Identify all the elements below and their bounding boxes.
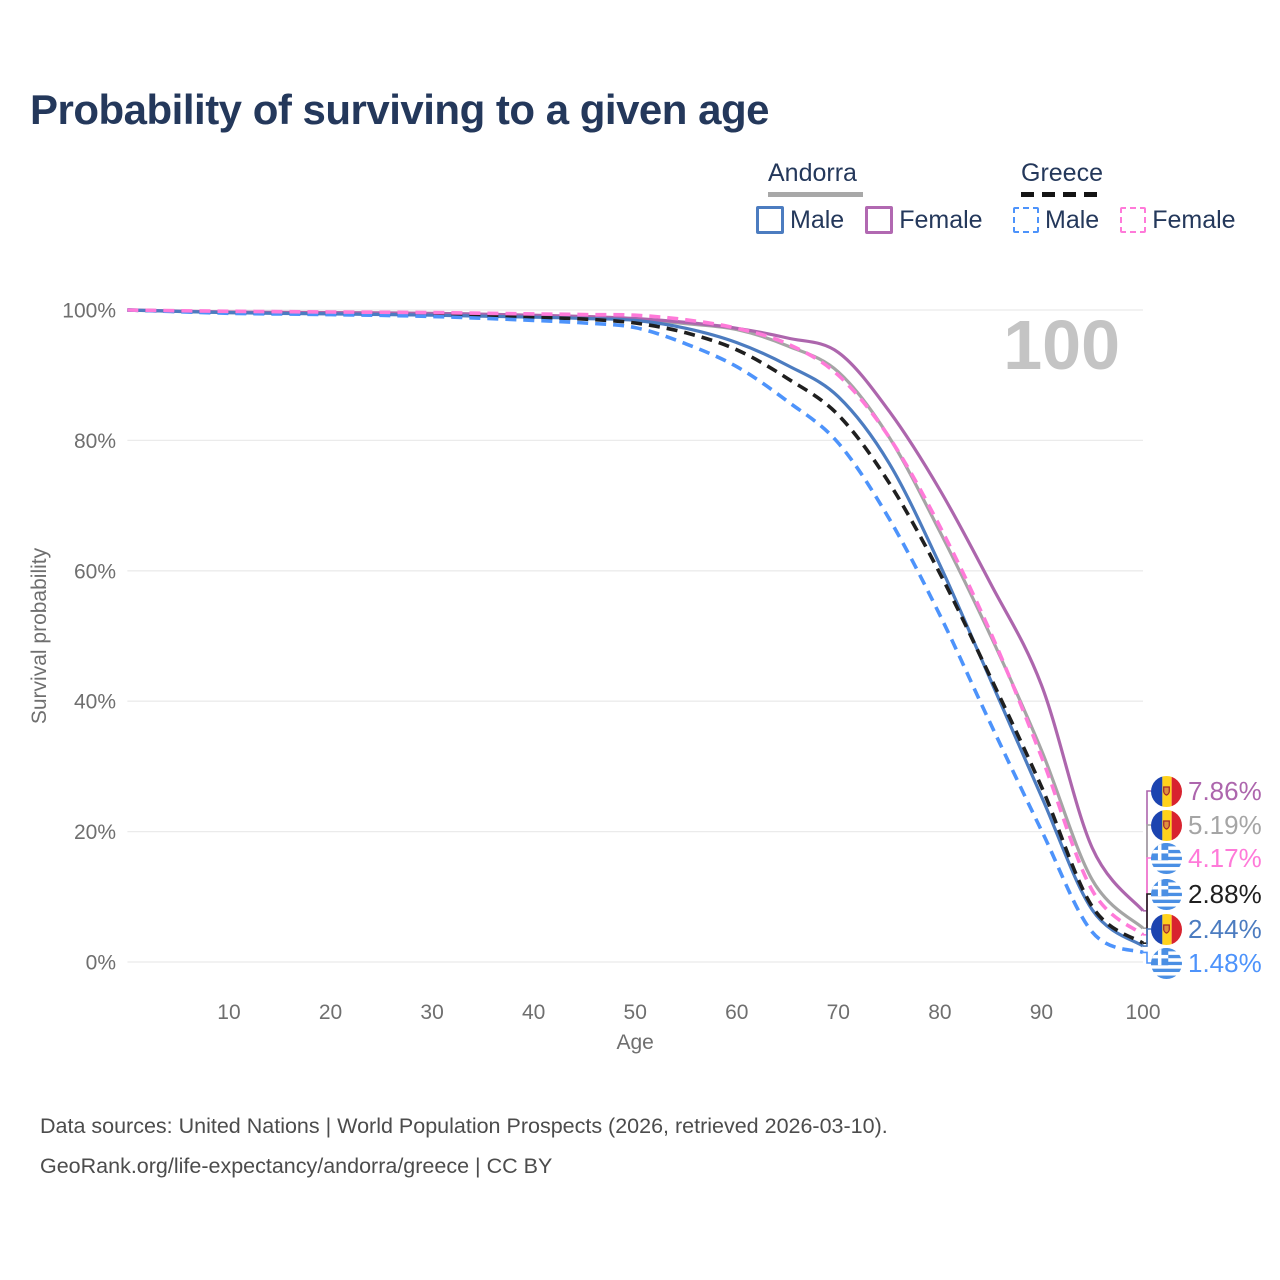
footer: Data sources: United Nations | World Pop…	[40, 1106, 888, 1187]
legend-item-label: Male	[790, 205, 845, 234]
end-label-value: 4.17%	[1188, 842, 1262, 873]
end-label-value: 7.86%	[1188, 775, 1262, 806]
legend-group-greece: Greece Male Female	[1013, 159, 1236, 235]
end-label-value: 2.88%	[1188, 878, 1262, 909]
x-axis-title: Age	[617, 1031, 654, 1054]
legend-item-greece-male[interactable]: Male	[1013, 206, 1099, 235]
legend-swatch-greece-female-icon	[1120, 207, 1147, 233]
andorra-flag-icon	[1151, 913, 1182, 945]
x-tick-label: 90	[1030, 1001, 1053, 1024]
line-andorra-female	[127, 308, 1145, 912]
line-andorra-male	[127, 308, 1144, 948]
legend-underline-solid-icon	[768, 191, 863, 197]
footer-sources: Data sources: United Nations | World Pop…	[40, 1114, 888, 1138]
x-tick-label: 70	[827, 1001, 850, 1024]
end-label-row-greece-both: 2.88%	[1151, 878, 1262, 910]
line-greece-male	[127, 308, 1144, 955]
connector-greece-both	[1143, 893, 1151, 944]
line-andorra-both	[127, 308, 1145, 930]
x-tick-label: 80	[928, 1001, 951, 1024]
line-greece-female	[127, 308, 1145, 937]
y-tick-label: 0%	[86, 952, 116, 975]
end-label-row-andorra-both: 5.19%	[1151, 809, 1262, 841]
connector-greece-male	[1143, 951, 1151, 964]
andorra-flag-icon	[1151, 775, 1182, 807]
legend-underline-dashed-icon	[1021, 191, 1105, 197]
y-axis-title: Survival probability	[28, 547, 51, 724]
footer-attribution: GeoRank.org/life-expectancy/andorra/gree…	[40, 1154, 553, 1179]
legend-item-label: Male	[1045, 205, 1100, 234]
end-label-value: 5.19%	[1188, 809, 1262, 840]
legend-swatch-greece-male-icon	[1013, 207, 1039, 233]
end-label-value: 2.44%	[1188, 913, 1262, 944]
y-tick-label: 20%	[74, 821, 116, 844]
legend-item-greece-female[interactable]: Female	[1120, 205, 1236, 235]
legend-group-title-andorra: Andorra	[768, 159, 857, 187]
x-tick-label: 50	[624, 1001, 647, 1024]
x-tick-label: 20	[319, 1001, 342, 1024]
legend-item-label: Female	[899, 205, 983, 234]
legend-item-andorra-female[interactable]: Female	[865, 205, 983, 235]
end-label-row-andorra-female: 7.86%	[1151, 775, 1262, 807]
greece-flag-icon	[1151, 878, 1182, 910]
legend-group-andorra: Andorra Male Female	[756, 159, 983, 235]
andorra-flag-icon	[1151, 809, 1182, 841]
x-tick-label: 30	[420, 1001, 443, 1024]
x-tick-label: 10	[217, 1001, 240, 1024]
age-watermark: 100	[1003, 306, 1120, 384]
x-tick-label: 40	[522, 1001, 545, 1024]
y-tick-label: 100%	[62, 300, 116, 323]
legend-item-label: Female	[1152, 205, 1236, 234]
y-tick-label: 60%	[74, 560, 116, 583]
x-tick-label: 100	[1125, 1001, 1160, 1024]
greece-flag-icon	[1151, 842, 1182, 874]
greece-flag-icon	[1151, 947, 1182, 979]
end-label-value: 1.48%	[1188, 947, 1262, 978]
line-greece-both	[127, 308, 1145, 945]
legend-swatch-andorra-male-icon	[756, 206, 784, 234]
y-tick-label: 80%	[74, 430, 116, 453]
x-tick-label: 60	[725, 1001, 748, 1024]
page-title: Probability of surviving to a given age	[30, 86, 769, 133]
connector-andorra-male	[1143, 928, 1151, 947]
y-tick-label: 40%	[74, 691, 116, 714]
end-label-row-greece-male: 1.48%	[1151, 947, 1262, 979]
end-label-row-andorra-male: 2.44%	[1151, 913, 1262, 945]
legend-group-title-greece: Greece	[1021, 159, 1103, 187]
legend-item-andorra-male[interactable]: Male	[756, 206, 844, 235]
end-label-row-greece-female: 4.17%	[1151, 842, 1262, 874]
legend-swatch-andorra-female-icon	[865, 206, 894, 234]
